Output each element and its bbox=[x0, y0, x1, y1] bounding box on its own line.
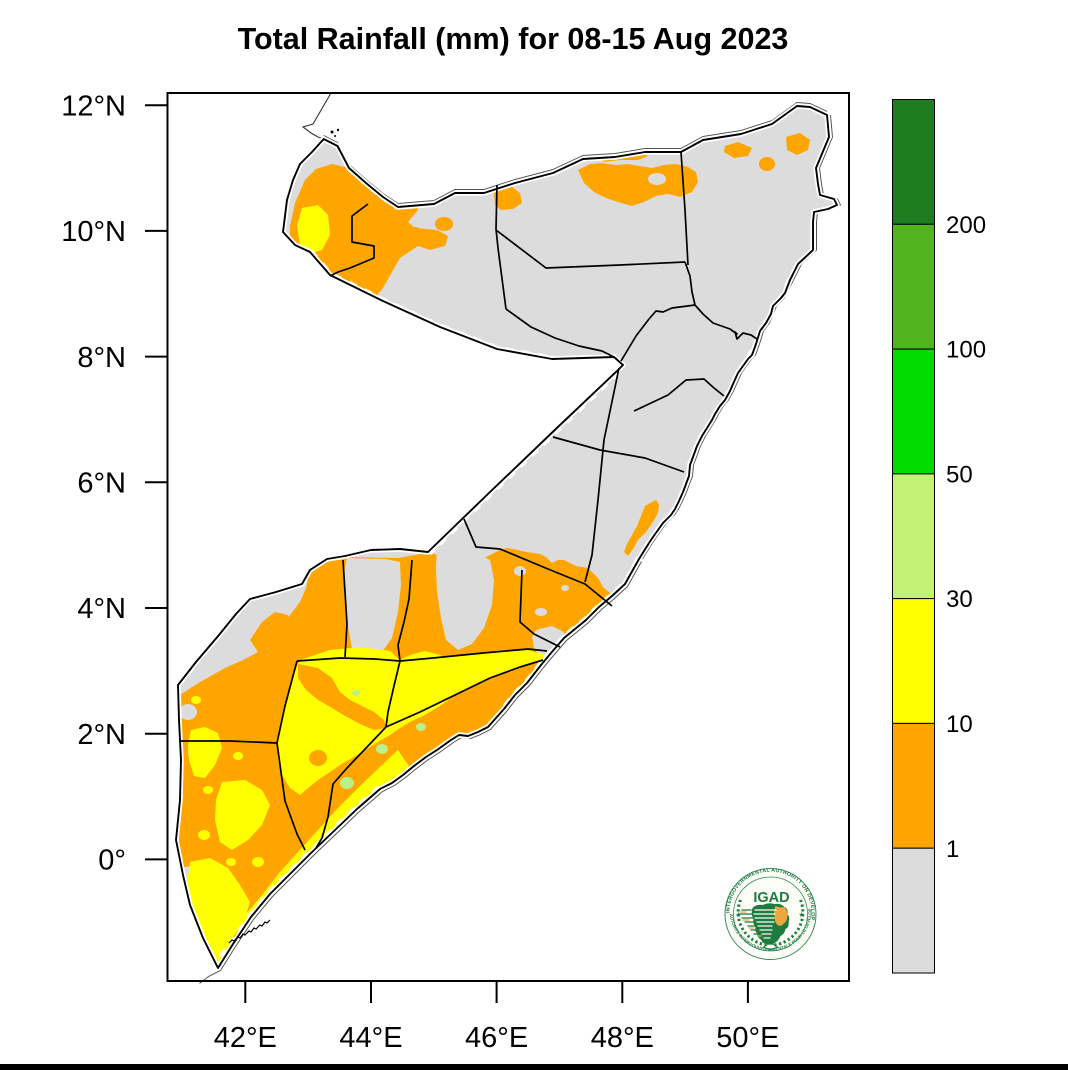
svg-text:200: 200 bbox=[946, 212, 986, 239]
svg-text:44°E: 44°E bbox=[339, 1022, 402, 1054]
svg-text:1: 1 bbox=[946, 836, 959, 863]
svg-text:10: 10 bbox=[946, 711, 973, 738]
svg-text:★: ★ bbox=[736, 911, 742, 919]
svg-text:42°E: 42°E bbox=[214, 1022, 277, 1054]
svg-text:48°E: 48°E bbox=[591, 1022, 654, 1054]
svg-text:12°N: 12°N bbox=[61, 90, 126, 122]
svg-text:50: 50 bbox=[946, 462, 973, 489]
svg-text:100: 100 bbox=[946, 337, 986, 364]
svg-text:★: ★ bbox=[799, 911, 805, 919]
svg-text:2°N: 2°N bbox=[77, 719, 126, 751]
svg-text:46°E: 46°E bbox=[465, 1022, 528, 1054]
svg-text:30: 30 bbox=[946, 586, 973, 613]
svg-text:8°N: 8°N bbox=[77, 342, 126, 374]
svg-text:50°E: 50°E bbox=[716, 1022, 779, 1054]
svg-text:IGAD: IGAD bbox=[753, 890, 789, 906]
svg-text:Total Rainfall (mm) for 08-15: Total Rainfall (mm) for 08-15 Aug 2023 bbox=[238, 22, 789, 56]
svg-text:6°N: 6°N bbox=[77, 468, 126, 500]
svg-text:10°N: 10°N bbox=[61, 216, 126, 248]
svg-text:4°N: 4°N bbox=[77, 593, 126, 625]
svg-text:0°: 0° bbox=[98, 845, 126, 877]
